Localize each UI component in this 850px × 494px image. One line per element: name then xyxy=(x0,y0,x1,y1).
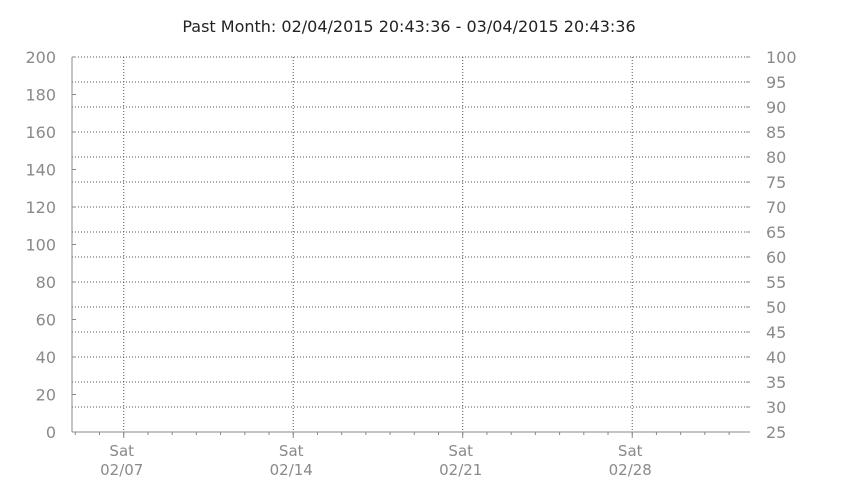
right-tick-label: 45 xyxy=(766,323,786,342)
left-tick-label: 20 xyxy=(36,386,56,405)
left-tick-label: 40 xyxy=(36,348,56,367)
x-tick-date: 02/14 xyxy=(270,461,313,479)
right-tick-label: 60 xyxy=(766,248,786,267)
right-tick-label: 75 xyxy=(766,173,786,192)
right-tick-label: 35 xyxy=(766,373,786,392)
right-tick-label: 25 xyxy=(766,423,786,442)
right-tick-label: 80 xyxy=(766,148,786,167)
x-tick-date: 02/07 xyxy=(100,461,143,479)
right-tick-label: 40 xyxy=(766,348,786,367)
left-tick-label: 160 xyxy=(25,123,56,142)
x-tick-day: Sat xyxy=(109,442,134,460)
right-tick-label: 55 xyxy=(766,273,786,292)
right-tick-label: 95 xyxy=(766,73,786,92)
right-tick-label: 70 xyxy=(766,198,786,217)
right-tick-label: 50 xyxy=(766,298,786,317)
right-y-axis: 25 30 35 40 45 50 55 60 65 70 75 80 85 90 95 100 xyxy=(746,48,797,442)
right-tick-label: 65 xyxy=(766,223,786,242)
left-tick-label: 80 xyxy=(36,273,56,292)
left-tick-label: 100 xyxy=(25,236,56,255)
x-tick-date: 02/28 xyxy=(609,461,652,479)
x-tick-day: Sat xyxy=(279,442,304,460)
chart-title: Past Month: 02/04/2015 20:43:36 - 03/04/… xyxy=(182,17,635,36)
right-tick-label: 85 xyxy=(766,123,786,142)
left-tick-label: 60 xyxy=(36,311,56,330)
left-tick-label: 140 xyxy=(25,161,56,180)
left-tick-label: 200 xyxy=(25,48,56,67)
right-tick-label: 30 xyxy=(766,398,786,417)
left-tick-label: 180 xyxy=(25,86,56,105)
right-tick-label: 100 xyxy=(766,48,797,67)
grid xyxy=(72,56,750,432)
left-tick-label: 0 xyxy=(46,423,56,442)
right-tick-label: 90 xyxy=(766,98,786,117)
x-tick-date: 02/21 xyxy=(439,461,482,479)
left-y-axis: 0 20 40 60 80 100 120 140 160 180 200 xyxy=(25,48,76,442)
x-tick-day: Sat xyxy=(448,442,473,460)
axes xyxy=(71,57,750,433)
x-tick-day: Sat xyxy=(618,442,643,460)
left-tick-label: 120 xyxy=(25,198,56,217)
